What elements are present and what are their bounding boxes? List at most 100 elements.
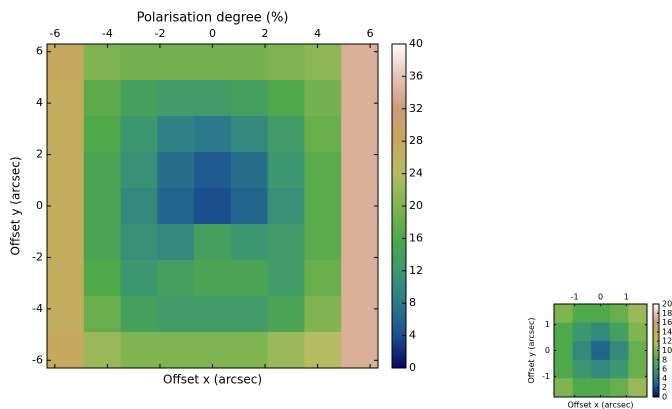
cell: [194, 44, 232, 81]
y-axis-label: Offset y (arcsec): [527, 318, 536, 384]
cell: [83, 188, 122, 225]
colorbar-tick-label: 0: [409, 361, 416, 374]
colorbar-tick-label: 20: [662, 300, 672, 309]
cell: [47, 332, 85, 368]
colorbar-tick-label: 18: [662, 309, 672, 318]
cell: [267, 296, 305, 333]
y-tick-label: 2: [36, 148, 43, 161]
y-tick-label: -6: [32, 353, 43, 366]
x-tick-label: 1: [624, 292, 629, 301]
cell: [157, 332, 195, 368]
cell: [47, 260, 85, 297]
cell: [591, 359, 611, 379]
cell: [341, 260, 378, 297]
cell: [120, 296, 158, 333]
colorbar-tick-label: 4: [662, 374, 667, 383]
cell: [157, 152, 195, 189]
cell: [120, 332, 158, 368]
x-tick-label: 4: [314, 27, 321, 40]
cell: [341, 152, 378, 189]
cell: [609, 322, 629, 342]
y-tick-label: 0: [36, 199, 43, 212]
colorbar-tick-label: 12: [662, 337, 672, 346]
colorbar-tick-label: 12: [409, 264, 423, 277]
cell: [120, 152, 158, 189]
cell: [572, 341, 592, 361]
x-tick-label: 6: [367, 27, 374, 40]
cell: [591, 378, 611, 397]
cell: [120, 188, 158, 225]
cell: [591, 341, 611, 361]
cell: [304, 188, 342, 225]
y-tick-label: 0: [545, 346, 550, 355]
cell: [554, 378, 574, 397]
cell: [230, 116, 269, 153]
cell: [267, 116, 305, 153]
cell: [267, 44, 305, 81]
cell: [304, 80, 342, 117]
cell: [157, 296, 195, 333]
cell: [194, 116, 232, 153]
cell: [83, 116, 122, 153]
colorbar-tick-label: 40: [409, 37, 423, 50]
cell: [230, 152, 269, 189]
y-axis-label: Offset y (arcsec): [9, 157, 23, 256]
cell: [83, 260, 122, 297]
heatmap: [47, 44, 378, 368]
cell: [47, 116, 85, 153]
cell: [341, 224, 378, 261]
cell: [572, 322, 592, 342]
cell: [628, 378, 647, 397]
cell: [267, 332, 305, 368]
cell: [83, 332, 122, 368]
cell: [157, 44, 195, 81]
cell: [47, 80, 85, 117]
cell: [609, 341, 629, 361]
colorbar-tick-label: 8: [409, 296, 416, 309]
cell: [304, 224, 342, 261]
cell: [341, 44, 378, 81]
cell: [230, 224, 269, 261]
cell: [554, 359, 574, 379]
y-tick-label: -2: [32, 250, 43, 263]
cell: [194, 296, 232, 333]
cell: [157, 188, 195, 225]
cell: [304, 152, 342, 189]
cell: [47, 188, 85, 225]
x-tick-label: 2: [262, 27, 269, 40]
cell: [120, 260, 158, 297]
cell: [628, 322, 647, 342]
cell: [554, 304, 574, 324]
chart-title: Polarisation degree (%): [137, 11, 289, 26]
x-axis-label: Offset x (arcsec): [568, 401, 634, 409]
cell: [341, 80, 378, 117]
cell: [157, 80, 195, 117]
cell: [230, 332, 269, 368]
cell: [120, 116, 158, 153]
cell: [609, 359, 629, 379]
cell: [304, 296, 342, 333]
cell: [83, 44, 122, 81]
heatmap: [554, 304, 647, 397]
cell: [83, 152, 122, 189]
cell: [47, 224, 85, 261]
cell: [194, 188, 232, 225]
cell: [628, 359, 647, 379]
colorbar-tick-label: 2: [662, 383, 667, 392]
cell: [194, 224, 232, 261]
y-tick-label: 4: [36, 96, 43, 109]
colorbar-tick-label: 16: [409, 231, 423, 244]
cell: [194, 152, 232, 189]
colorbar-tick-label: 20: [409, 199, 423, 212]
cell: [47, 296, 85, 333]
x-tick-label: 0: [209, 27, 216, 40]
x-tick-label: -6: [49, 27, 60, 40]
cell: [341, 332, 378, 368]
colorbar-tick-label: 14: [662, 327, 672, 336]
colorbar-tick-label: 36: [409, 69, 423, 82]
colorbar-tick-label: 8: [662, 355, 667, 364]
cell: [83, 296, 122, 333]
y-tick-label: -4: [32, 302, 43, 315]
cell: [230, 260, 269, 297]
cell: [230, 80, 269, 117]
